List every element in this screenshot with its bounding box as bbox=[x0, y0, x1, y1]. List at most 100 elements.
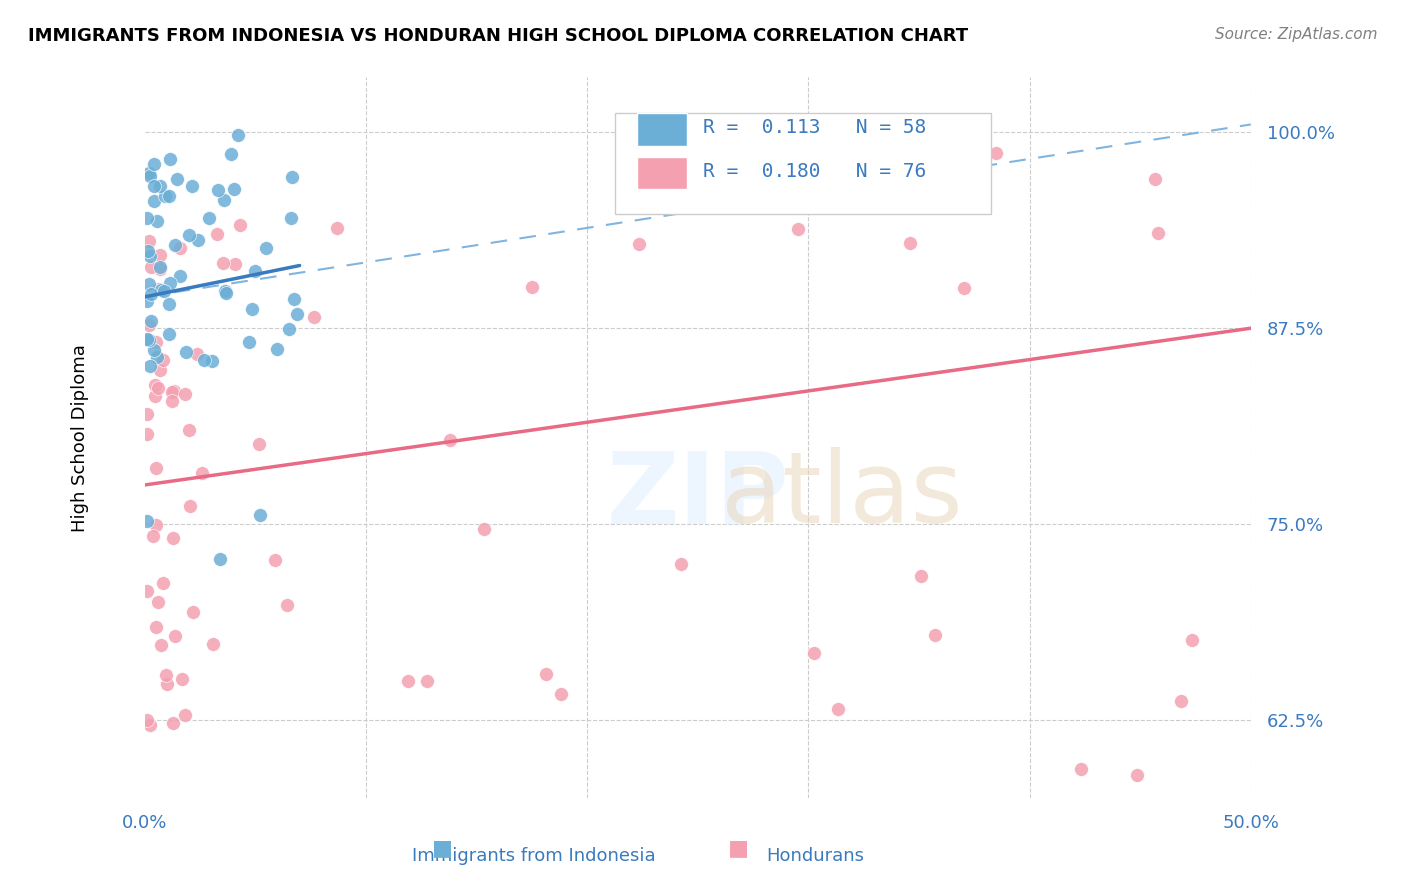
Point bbox=[139, 314, 162, 328]
Point bbox=[215, 286, 238, 301]
Point bbox=[986, 146, 1008, 161]
Point bbox=[149, 248, 172, 262]
Point bbox=[139, 359, 162, 373]
Point bbox=[219, 147, 242, 161]
Point bbox=[148, 282, 170, 296]
FancyBboxPatch shape bbox=[637, 113, 686, 146]
Point bbox=[139, 260, 162, 274]
Point bbox=[240, 301, 263, 316]
Point bbox=[174, 345, 197, 359]
Point bbox=[146, 350, 169, 364]
Point bbox=[326, 221, 349, 235]
Point bbox=[143, 179, 166, 194]
Point bbox=[149, 260, 172, 274]
Point bbox=[165, 629, 187, 643]
Point bbox=[152, 352, 174, 367]
Point bbox=[416, 674, 439, 689]
Point bbox=[139, 718, 162, 732]
Point bbox=[910, 568, 932, 582]
Point bbox=[786, 222, 808, 236]
Point bbox=[191, 466, 214, 480]
Point bbox=[138, 318, 160, 332]
Point bbox=[157, 189, 180, 203]
Text: ■: ■ bbox=[433, 838, 453, 858]
Text: Hondurans: Hondurans bbox=[766, 847, 865, 865]
Point bbox=[179, 423, 201, 437]
Point bbox=[143, 377, 166, 392]
Point bbox=[163, 384, 186, 398]
Point bbox=[550, 687, 572, 701]
Point bbox=[179, 500, 201, 514]
Point bbox=[283, 293, 305, 307]
Point bbox=[143, 389, 166, 403]
Point bbox=[166, 171, 188, 186]
Text: ■: ■ bbox=[728, 838, 748, 858]
Point bbox=[1144, 172, 1167, 186]
Point bbox=[136, 294, 159, 309]
Point bbox=[201, 354, 224, 368]
Point bbox=[150, 638, 173, 652]
Point bbox=[472, 522, 495, 536]
Point bbox=[139, 249, 162, 263]
Point bbox=[193, 353, 215, 368]
Point bbox=[187, 233, 209, 247]
Point bbox=[396, 674, 419, 689]
Point bbox=[803, 646, 825, 660]
Point bbox=[146, 214, 169, 228]
Point bbox=[924, 628, 946, 642]
Point bbox=[142, 343, 165, 357]
Point bbox=[669, 557, 692, 571]
Point bbox=[165, 237, 187, 252]
Point bbox=[145, 334, 167, 349]
Point bbox=[145, 461, 167, 475]
Point bbox=[280, 211, 302, 225]
Point bbox=[160, 384, 183, 399]
Point bbox=[952, 280, 974, 294]
Point bbox=[226, 128, 249, 143]
Point bbox=[243, 264, 266, 278]
Text: Immigrants from Indonesia: Immigrants from Indonesia bbox=[412, 847, 657, 865]
Point bbox=[1126, 768, 1149, 782]
Point bbox=[636, 155, 658, 169]
Point bbox=[136, 244, 159, 259]
Point bbox=[181, 178, 204, 193]
Point bbox=[177, 228, 200, 243]
Point bbox=[626, 155, 648, 169]
Point bbox=[439, 433, 461, 447]
Point bbox=[153, 284, 176, 298]
Point bbox=[153, 189, 176, 203]
Point bbox=[276, 598, 298, 612]
Point bbox=[159, 152, 181, 166]
Point bbox=[138, 235, 160, 249]
Point bbox=[136, 426, 159, 441]
Point bbox=[249, 508, 271, 523]
Text: R =  0.113   N = 58: R = 0.113 N = 58 bbox=[703, 119, 927, 137]
Point bbox=[898, 235, 921, 250]
Point bbox=[136, 407, 159, 421]
Point bbox=[149, 363, 172, 377]
Text: IMMIGRANTS FROM INDONESIA VS HONDURAN HIGH SCHOOL DIPLOMA CORRELATION CHART: IMMIGRANTS FROM INDONESIA VS HONDURAN HI… bbox=[28, 27, 969, 45]
Point bbox=[1070, 762, 1092, 776]
Point bbox=[1181, 633, 1204, 648]
Text: atlas: atlas bbox=[721, 447, 962, 544]
Point bbox=[169, 241, 191, 255]
Text: R =  0.180   N = 76: R = 0.180 N = 76 bbox=[703, 161, 927, 181]
Point bbox=[281, 170, 304, 185]
Point bbox=[247, 437, 270, 451]
Point bbox=[155, 668, 177, 682]
Point bbox=[201, 637, 224, 651]
Point bbox=[285, 307, 308, 321]
Point bbox=[149, 283, 172, 297]
Point bbox=[198, 211, 221, 226]
Point bbox=[264, 552, 287, 566]
Point bbox=[142, 529, 165, 543]
Point bbox=[169, 268, 191, 283]
Point bbox=[181, 605, 204, 619]
Point bbox=[149, 262, 172, 277]
Point bbox=[205, 227, 228, 242]
Point bbox=[212, 256, 235, 270]
Point bbox=[1147, 226, 1170, 240]
Point bbox=[627, 236, 650, 251]
Point bbox=[173, 708, 195, 723]
Point bbox=[146, 595, 169, 609]
